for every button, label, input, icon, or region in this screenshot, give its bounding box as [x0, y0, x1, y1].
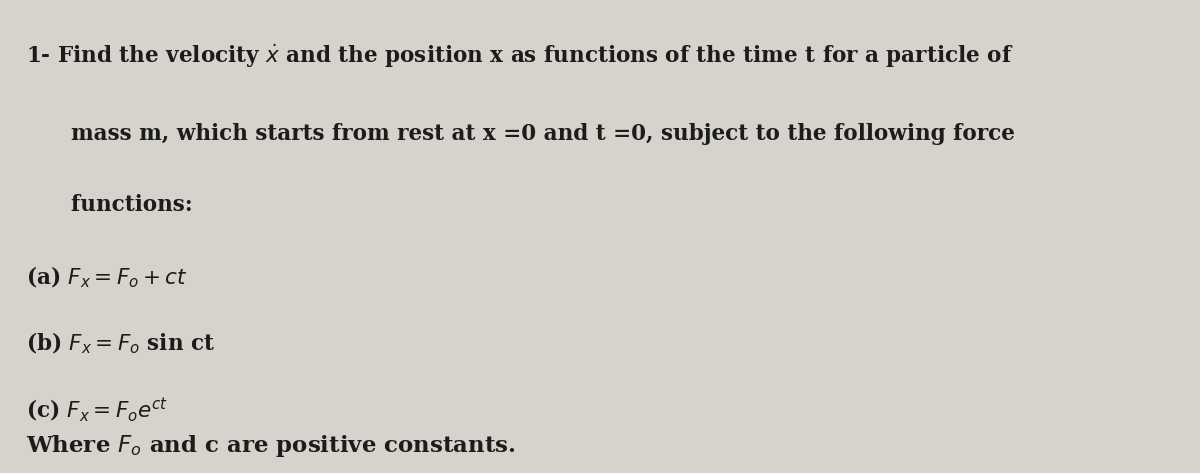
- Text: (b) $F_x = F_o$ sin ct: (b) $F_x = F_o$ sin ct: [26, 331, 216, 356]
- Text: (a) $F_x = F_o + ct$: (a) $F_x = F_o + ct$: [26, 265, 188, 290]
- Text: mass m, which starts from rest at x =0 and t =0, subject to the following force: mass m, which starts from rest at x =0 a…: [26, 123, 1015, 145]
- Text: functions:: functions:: [26, 194, 193, 216]
- Text: 1- Find the velocity $\dot{x}$ and the position x as functions of the time t for: 1- Find the velocity $\dot{x}$ and the p…: [26, 43, 1014, 70]
- Text: Where $F_o$ and c are positive constants.: Where $F_o$ and c are positive constants…: [26, 433, 516, 459]
- Text: (c) $F_x = F_o e^{ct}$: (c) $F_x = F_o e^{ct}$: [26, 397, 168, 425]
